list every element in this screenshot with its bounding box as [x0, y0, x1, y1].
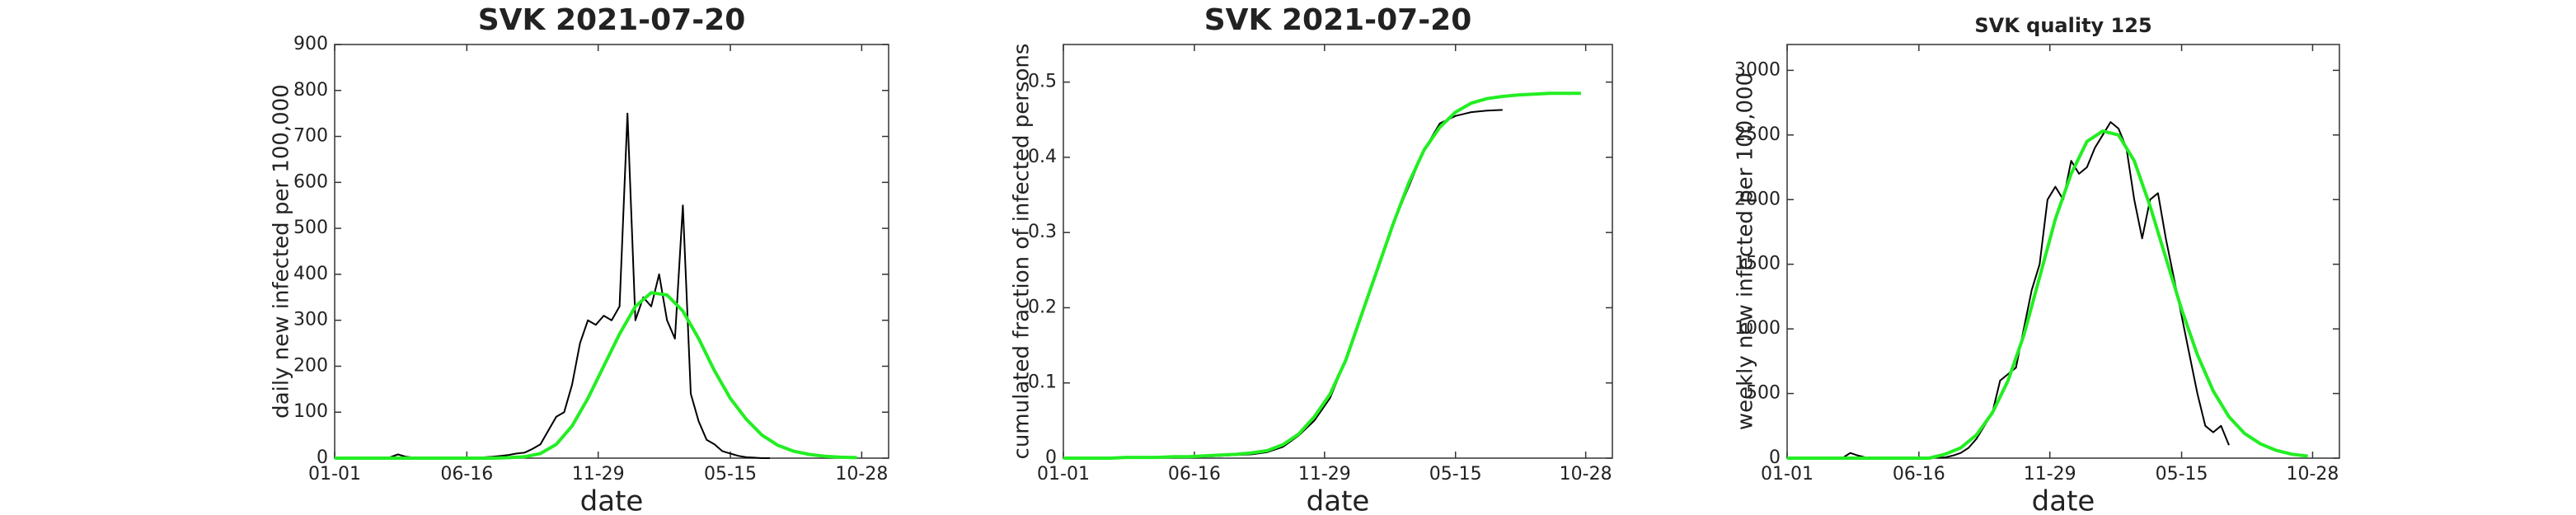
chart-title: SVK 2021-07-20 [478, 3, 746, 37]
x-axis-label: date [2032, 485, 2095, 515]
data-line [1063, 109, 1503, 459]
x-axis-label: date [580, 485, 644, 515]
y-tick-label: 0 [1769, 447, 1781, 468]
y-tick-label: 500 [293, 218, 328, 238]
y-tick-label: 2000 [1734, 189, 1781, 209]
y-tick-label: 900 [293, 34, 328, 54]
data-line [335, 112, 770, 459]
y-tick-label: 1000 [1734, 318, 1781, 339]
plot-frame [1063, 44, 1613, 459]
y-tick-label: 600 [293, 171, 328, 192]
y-tick-label: 0.1 [1028, 372, 1057, 393]
y-tick-label: 500 [1746, 383, 1781, 404]
plot-frame [1786, 44, 2340, 459]
x-tick-label: 06-16 [440, 464, 493, 485]
x-axis-label: date [1307, 485, 1370, 515]
y-tick-label: 700 [293, 126, 328, 147]
y-tick-label: 800 [293, 80, 328, 101]
x-tick-label: 06-16 [1893, 464, 1945, 485]
y-tick-label: 0.3 [1028, 222, 1057, 242]
y-tick-label: 100 [293, 401, 328, 422]
y-tick-label: 300 [293, 310, 328, 330]
chart-title: SVK 2021-07-20 [1204, 3, 1472, 37]
x-tick-label: 01-01 [1037, 464, 1090, 485]
data-line [335, 291, 857, 460]
x-tick-label: 10-28 [2286, 464, 2339, 485]
x-tick-label: 06-16 [1168, 464, 1221, 485]
y-tick-label: 3000 [1734, 59, 1781, 80]
plot-frame [334, 44, 889, 459]
data-line [1787, 121, 2230, 459]
x-tick-label: 10-28 [1560, 464, 1612, 485]
x-tick-label: 05-15 [1429, 464, 1482, 485]
y-axis-label: daily new infected per 100,000 [270, 84, 294, 419]
x-tick-label: 10-28 [835, 464, 888, 485]
x-tick-label: 05-15 [2156, 464, 2208, 485]
x-tick-label: 11-29 [1298, 464, 1351, 485]
chart-title: SVK quality 125 [1974, 14, 2151, 37]
data-line [1063, 91, 1581, 460]
x-tick-label: 11-29 [572, 464, 625, 485]
y-tick-label: 2500 [1734, 124, 1781, 145]
x-tick-label: 11-29 [2024, 464, 2076, 485]
x-tick-label: 01-01 [308, 464, 361, 485]
y-axis-label: weekly new infected per 100,000 [1734, 73, 1758, 430]
x-tick-label: 05-15 [704, 464, 757, 485]
y-tick-label: 400 [293, 264, 328, 284]
x-tick-label: 01-01 [1761, 464, 1814, 485]
data-line [1787, 129, 2308, 460]
y-tick-label: 0.5 [1028, 72, 1057, 92]
y-tick-label: 1500 [1734, 254, 1781, 274]
y-axis-label: cumulated fraction of infected persons [1010, 44, 1035, 460]
y-tick-label: 0 [1045, 447, 1057, 468]
y-tick-label: 0.2 [1028, 297, 1057, 317]
y-tick-label: 0.4 [1028, 147, 1057, 167]
y-tick-label: 200 [293, 355, 328, 376]
y-tick-label: 0 [317, 447, 328, 468]
